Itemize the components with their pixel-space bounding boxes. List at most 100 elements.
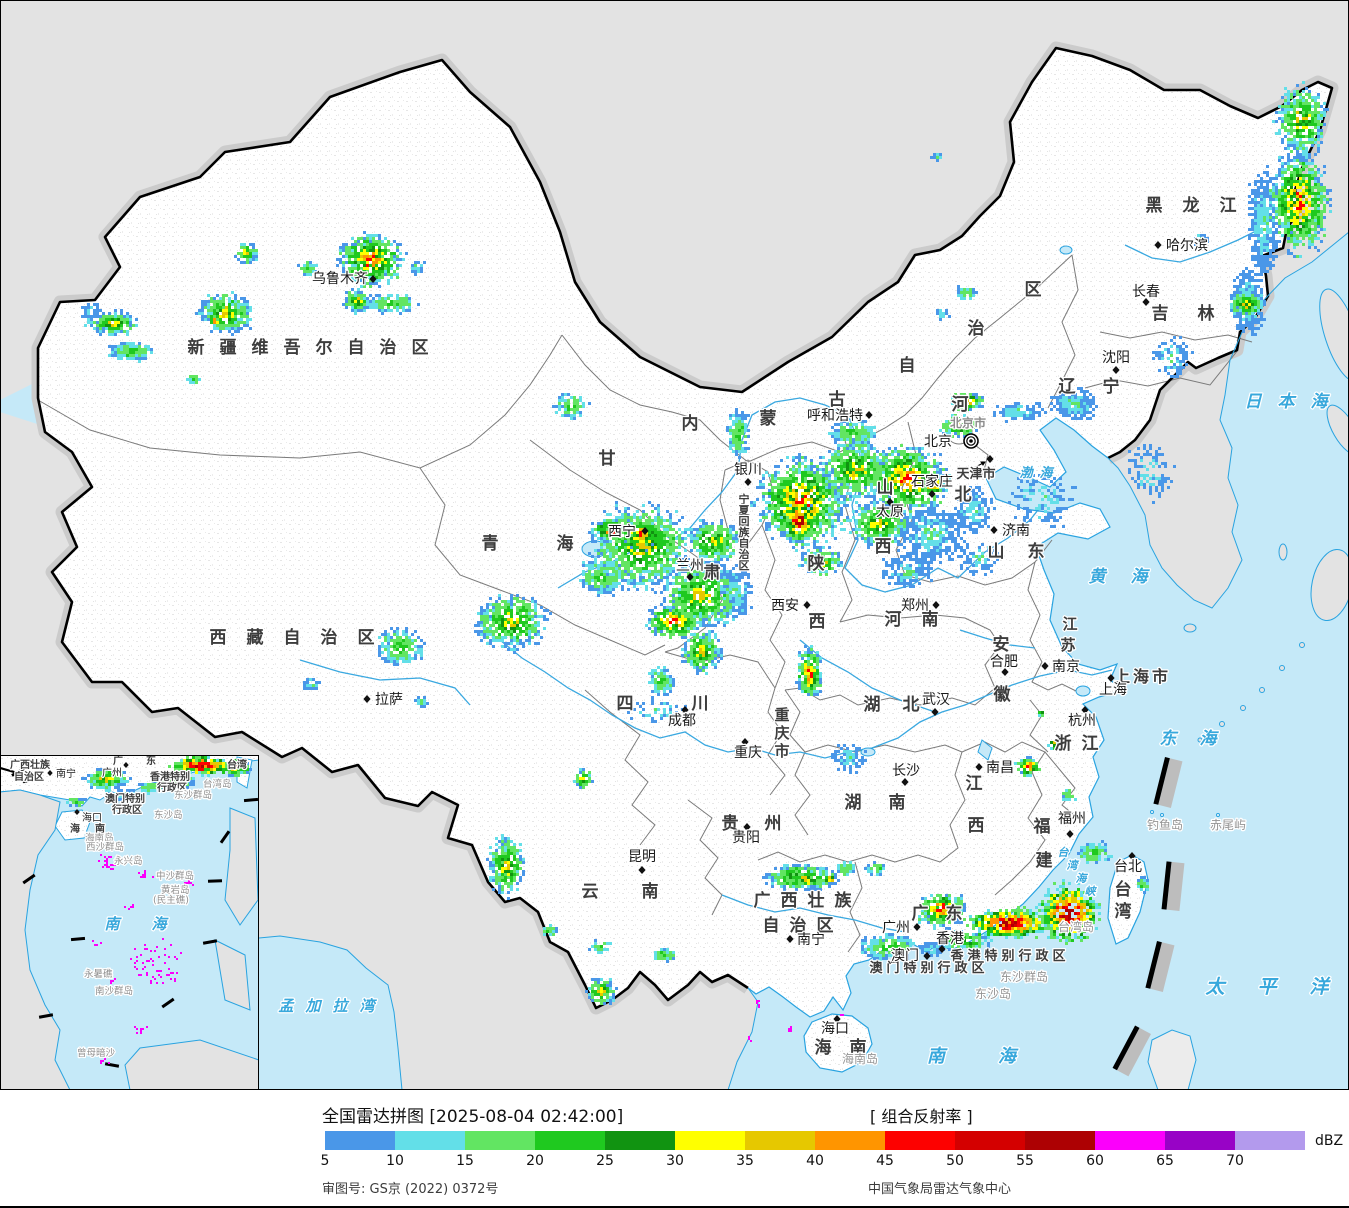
dash-segment [1145, 941, 1175, 992]
inset-region-label: 海 [70, 822, 80, 835]
city-label: 昆明 [628, 849, 656, 865]
inset-region-label: 香港特别 [150, 770, 190, 783]
province-label: 区 [971, 961, 984, 976]
inset-dash-segment [219, 830, 231, 844]
province-label: 市 [1152, 667, 1168, 686]
province-label: 肃 [704, 563, 721, 583]
city-marker [47, 770, 53, 776]
province-label: 江 [1062, 615, 1077, 633]
dash-shadow [1166, 861, 1185, 912]
inset-island-label: 海南岛 [85, 832, 114, 844]
colorbar-segment [605, 1131, 675, 1150]
map-title: 全国雷达拼图 [2025-08-04 02:42:00] [322, 1107, 624, 1127]
province-label: 治 [739, 547, 750, 561]
city-label: 澳门 [891, 948, 919, 964]
colorbar-tick: 60 [1086, 1153, 1104, 1169]
province-label: 自 [763, 915, 780, 936]
colorbar-tick: 15 [456, 1153, 474, 1169]
colorbar-segment [955, 1131, 1025, 1150]
capital-marker [966, 436, 976, 446]
province-label: 浙 [1055, 733, 1072, 754]
nine-dash-line [1112, 757, 1185, 1077]
inset-nine-dash-line [11, 767, 258, 1068]
inset-dash-segment [207, 879, 223, 883]
dash-bar [207, 879, 223, 883]
province-label: 徽 [993, 684, 1012, 705]
province-label: 吾 [284, 338, 301, 358]
radar-echo-cells [195, 765, 240, 768]
inset-island-label: 曾母暗沙 [77, 1047, 116, 1059]
city-marker [865, 411, 873, 419]
province-label: 政 [954, 960, 968, 976]
province-label: 北 [903, 695, 920, 715]
capital-label: 北京 [924, 434, 952, 450]
dash-shadow [1116, 1027, 1151, 1077]
colorbar-tick: 55 [1016, 1153, 1034, 1169]
province-label: 门 [886, 960, 899, 976]
province-label: 西 [210, 628, 227, 648]
city-label: 长春 [1132, 284, 1160, 300]
rivers [299, 227, 1263, 933]
radar-echo-cells [84, 81, 1332, 1005]
city-label: 西安 [771, 598, 799, 614]
city-marker [1154, 241, 1162, 249]
province-label: 江 [966, 774, 983, 794]
city-marker [743, 823, 751, 831]
province-label: 河 [952, 395, 969, 415]
inset-dash-segment [11, 767, 25, 777]
inset-region-label: 南 [95, 822, 105, 835]
city-label: 重庆 [734, 745, 762, 761]
sea-label: 海 [1311, 392, 1331, 412]
city-marker [1107, 674, 1115, 682]
province-label: 区 [1052, 949, 1065, 964]
province-label: 津 [969, 466, 982, 482]
province-label: 治 [968, 318, 985, 339]
product-name: [ 组合反射率 ] [870, 1107, 973, 1126]
city-label: 海口 [82, 811, 102, 824]
sea-label: 日 [1245, 392, 1263, 412]
province-label: 重 [774, 706, 789, 724]
province-label: 湖 [845, 793, 862, 813]
radar-echo-layer [81, 81, 1332, 1042]
province-label: 甘 [599, 448, 616, 469]
province-label: 宁 [739, 492, 750, 506]
province-label: 族 [835, 890, 853, 911]
legend-panel: 全国雷达拼图 [2025-08-04 02:42:00] [ 组合反射率 ] 5… [0, 1090, 1349, 1206]
city-marker [1001, 668, 1009, 676]
province-label: 市 [982, 466, 995, 482]
province-label: 区 [817, 916, 834, 936]
colorbar-tick: 5 [320, 1153, 330, 1169]
province-label: 治 [790, 915, 807, 936]
province-label: 藏 [247, 628, 264, 648]
sea-label: 湾 [1067, 859, 1080, 872]
province-label: 陕 [808, 553, 825, 574]
city-label: 南宁 [56, 767, 76, 780]
sea-label: 平 [1257, 976, 1279, 998]
colorbar-segment [1095, 1131, 1165, 1150]
province-label: 宁 [1103, 376, 1120, 397]
city-label: 南京 [1052, 659, 1080, 675]
province-label: 区 [358, 628, 375, 648]
approval-number: 审图号: GS京 (2022) 0372号 [322, 1182, 499, 1197]
province-label: 上 [1114, 667, 1130, 686]
dash-bar [22, 873, 36, 885]
province-label: 江 [1082, 734, 1099, 754]
province-label: 云 [582, 882, 599, 902]
inset-dash-segment [243, 797, 258, 803]
city-label: 合肥 [990, 654, 1018, 670]
city-label: 呼和浩特 [807, 408, 863, 424]
city-marker [74, 809, 80, 815]
province-label: 京 [962, 415, 974, 430]
dash-bar [1145, 941, 1162, 989]
province-label: 南 [850, 1037, 867, 1058]
colorbar-segment [675, 1131, 745, 1150]
colorbar-segment [815, 1131, 885, 1150]
colorbar-tick: 45 [876, 1153, 894, 1169]
inset-island-label: 永暑礁 [84, 968, 113, 980]
province-label: 港 [967, 948, 981, 964]
province-label: 青 [482, 533, 499, 554]
province-label: 治 [321, 627, 338, 648]
province-label: 北 [955, 485, 972, 505]
inset-island-label: 东沙岛 [154, 809, 183, 821]
city-marker [686, 573, 694, 581]
